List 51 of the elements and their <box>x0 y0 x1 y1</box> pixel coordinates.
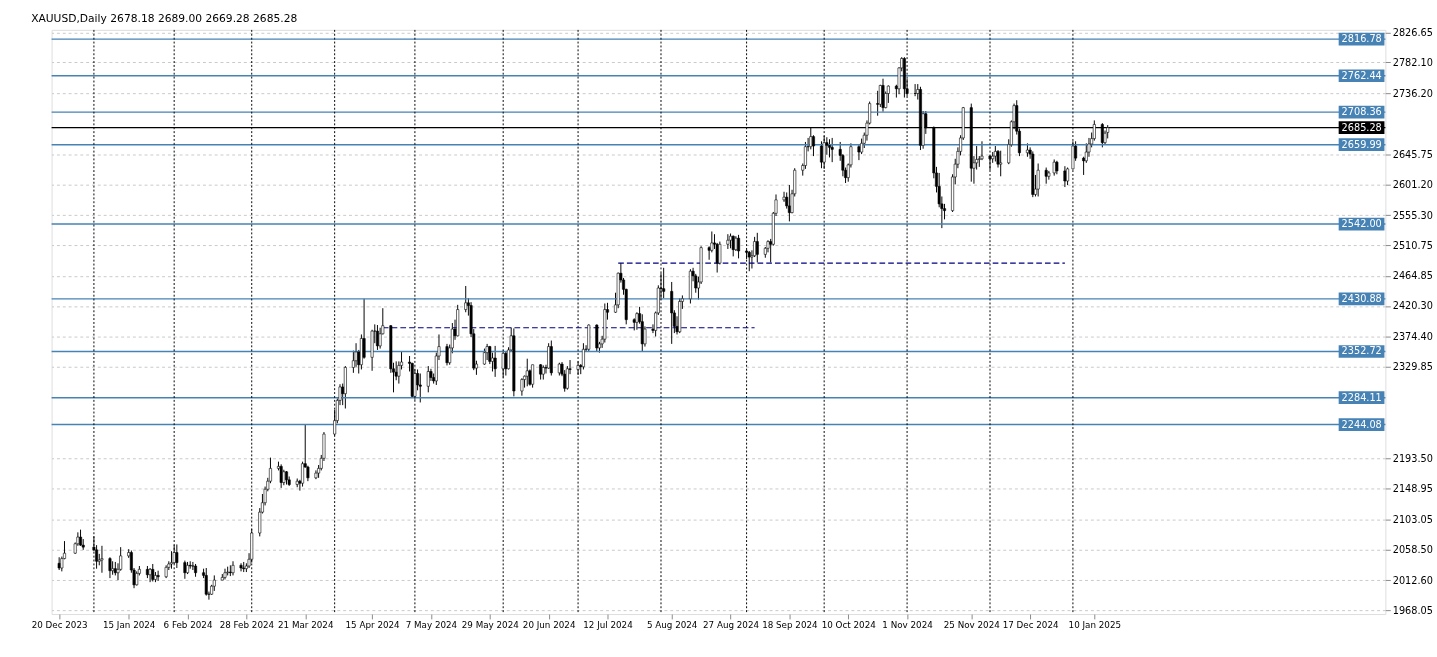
y-tick-label: 2012.60 <box>1392 574 1433 586</box>
x-tick-label: 27 Aug 2024 <box>702 620 760 631</box>
y-tick-label: 2103.05 <box>1392 513 1433 525</box>
x-tick-label: 20 Jun 2024 <box>522 620 576 631</box>
x-tick-label: 10 Oct 2024 <box>821 620 877 631</box>
x-tick-label: 17 Dec 2024 <box>1002 620 1059 631</box>
candlestick <box>485 343 489 361</box>
ref-line-label: 2659.99 <box>1341 138 1382 150</box>
y-tick-label: 2193.50 <box>1392 453 1433 465</box>
x-tick-label: 25 Nov 2024 <box>943 620 1001 631</box>
x-tick-label: 12 Jul 2024 <box>583 620 634 631</box>
y-tick-label: 2058.50 <box>1392 543 1433 555</box>
x-tick-label: 29 May 2024 <box>461 620 520 631</box>
candlestick <box>445 343 449 366</box>
y-tick-label: 2736.20 <box>1392 87 1433 99</box>
x-tick-label: 18 Sep 2024 <box>762 620 819 631</box>
x-tick-label: 1 Nov 2024 <box>882 620 934 631</box>
y-tick-label: 1968.05 <box>1392 604 1433 616</box>
chart-title: XAUUSD,Daily 2678.18 2689.00 2669.28 2685.28 <box>31 11 298 25</box>
x-tick-label: 15 Apr 2024 <box>345 620 401 631</box>
ref-line-label: 2430.88 <box>1341 292 1382 304</box>
ref-line-label: 2685.28 <box>1341 121 1382 133</box>
candlestick <box>670 281 674 345</box>
candlestick <box>812 134 815 157</box>
y-tick-label: 2464.85 <box>1392 270 1433 282</box>
x-tick-label: 20 Dec 2023 <box>31 620 88 631</box>
ref-line-label: 2708.36 <box>1341 106 1382 118</box>
ref-line-label: 2816.78 <box>1341 33 1382 45</box>
y-tick-label: 2148.95 <box>1392 483 1433 495</box>
y-tick-label: 2826.65 <box>1392 26 1433 38</box>
y-tick-label: 2555.30 <box>1392 209 1433 221</box>
y-tick-label: 2420.30 <box>1392 300 1433 312</box>
x-tick-label: 15 Jan 2024 <box>102 620 156 631</box>
ref-line-label: 2762.44 <box>1341 69 1382 81</box>
x-tick-label: 21 Mar 2024 <box>277 620 334 631</box>
y-tick-label: 2645.75 <box>1392 148 1433 160</box>
ref-line-label: 2244.08 <box>1341 418 1382 430</box>
ref-line-label: 2352.72 <box>1341 345 1382 357</box>
y-tick-label: 2329.85 <box>1392 361 1433 373</box>
y-tick-label: 2510.75 <box>1392 239 1433 251</box>
y-tick-label: 2601.20 <box>1392 178 1433 190</box>
x-tick-label: 28 Feb 2024 <box>219 620 275 631</box>
x-tick-label: 7 May 2024 <box>405 620 458 631</box>
y-tick-label: 2374.40 <box>1392 331 1433 343</box>
candlestick <box>547 342 551 370</box>
x-tick-label: 5 Aug 2024 <box>646 620 698 631</box>
x-tick-label: 6 Feb 2024 <box>163 620 213 631</box>
x-tick-label: 10 Jan 2025 <box>1068 620 1122 631</box>
y-tick-label: 2782.10 <box>1392 56 1433 68</box>
ref-line-label: 2542.00 <box>1341 218 1382 229</box>
ref-line-label: 2284.11 <box>1341 391 1382 403</box>
